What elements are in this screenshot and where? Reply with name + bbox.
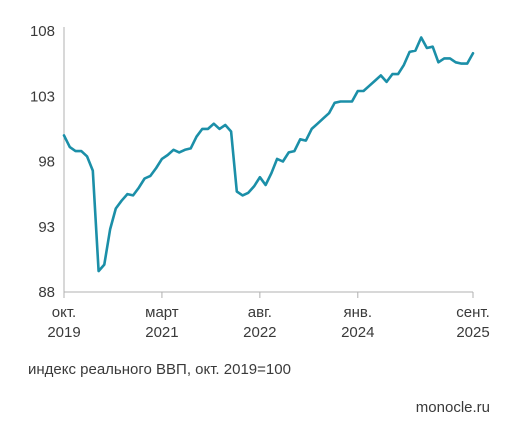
x-tick-label: 2025: [456, 324, 489, 341]
x-tick-label: окт.: [52, 304, 76, 321]
x-tick-label: 2021: [145, 324, 178, 341]
source-label: monocle.ru: [415, 399, 490, 416]
y-axis-labels: 88 93 98 103 108: [30, 23, 55, 301]
x-tick-label: 2022: [243, 324, 276, 341]
x-tick-label: авг.: [248, 304, 272, 321]
chart-caption: индекс реального ВВП, окт. 2019=100: [28, 361, 291, 378]
gdp-line-chart: 88 93 98 103 108 окт. 2019 март 2021 авг. 2022 янв…: [30, 23, 490, 341]
x-axis-ticks: окт. 2019 март 2021 авг. 2022 янв. 2024 сент. 202…: [47, 292, 490, 341]
y-tick-label: 98: [38, 154, 55, 171]
x-tick-label: 2024: [341, 324, 374, 341]
y-tick-label: 103: [30, 88, 55, 105]
y-tick-label: 93: [38, 219, 55, 236]
x-tick-label: сент.: [456, 304, 490, 321]
x-tick-label: 2019: [47, 324, 80, 341]
x-tick-label: март: [145, 304, 179, 321]
gdp-index-line: [62, 36, 475, 273]
y-tick-label: 108: [30, 23, 55, 40]
x-tick-label: янв.: [344, 304, 373, 321]
y-tick-label: 88: [38, 284, 55, 301]
